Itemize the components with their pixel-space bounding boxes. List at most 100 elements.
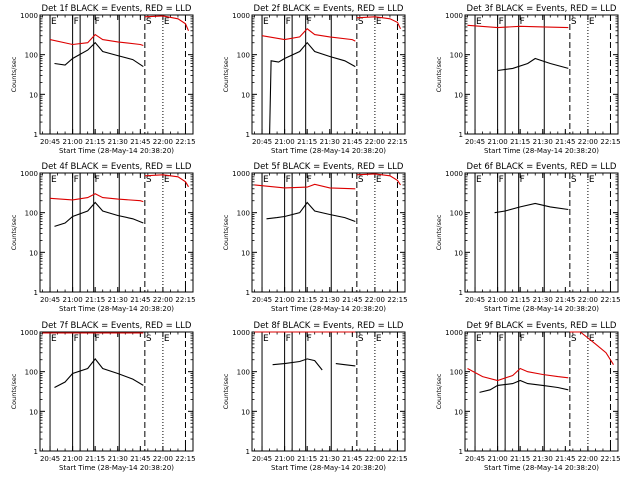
x-tick-label: 22:15 <box>387 138 407 146</box>
y-tick-label: 10 <box>29 91 38 99</box>
y-axis-label: Counts/sec <box>10 214 18 250</box>
x-tick-label: 22:00 <box>578 455 598 463</box>
event-marker-label: E <box>263 17 269 27</box>
events-series-line <box>54 358 144 388</box>
x-tick-label: 20:45 <box>252 296 272 304</box>
lld-series-line <box>144 174 189 188</box>
event-marker-label: E <box>263 175 269 185</box>
chart-panel: Det 5f BLACK = Events, RED = LLD Counts/s… <box>222 162 408 313</box>
event-marker-label: E <box>476 175 482 185</box>
lld-series-line <box>356 16 401 30</box>
chart-title: Det 6f BLACK = Events, RED = LLD <box>467 162 617 172</box>
y-axis-label: Counts/sec <box>10 56 18 92</box>
chart-panel: Det 7f BLACK = Events, RED = LLD Counts/s… <box>10 321 196 472</box>
chart-title: Det 8f BLACK = Events, RED = LLD <box>254 321 404 331</box>
lld-series-line <box>144 15 190 32</box>
y-tick-label: 10 <box>241 91 250 99</box>
event-marker-label: E <box>589 17 595 27</box>
x-tick-label: 20:45 <box>465 296 485 304</box>
event-marker-label: S <box>146 17 152 27</box>
x-tick-label: 21:45 <box>130 296 150 304</box>
event-marker-label: F <box>499 17 504 27</box>
plot-frame <box>251 331 406 452</box>
event-marker-label: S <box>571 17 577 27</box>
chart-title: Det 3f BLACK = Events, RED = LLD <box>467 4 617 14</box>
x-axis-label: Start Time (28-May-14 20:38:20) <box>59 147 174 155</box>
chart-title: Det 5f BLACK = Events, RED = LLD <box>254 162 404 172</box>
y-tick-label: 100 <box>25 369 38 377</box>
event-marker-label: S <box>146 334 152 344</box>
chart-title: Det 2f BLACK = Events, RED = LLD <box>254 4 404 14</box>
events-series-line <box>497 57 569 72</box>
y-tick-label: 10 <box>454 91 463 99</box>
x-tick-label: 20:45 <box>252 455 272 463</box>
y-tick-label: 100 <box>450 369 463 377</box>
y-tick-label: 100 <box>237 369 250 377</box>
y-tick-label: 100 <box>450 210 463 218</box>
y-tick-label: 1 <box>459 131 463 139</box>
chart-panel: Det 8f BLACK = Events, RED = LLD Counts/s… <box>222 321 408 472</box>
x-tick-label: 21:15 <box>85 296 105 304</box>
x-tick-label: 21:15 <box>297 296 317 304</box>
lld-series-line <box>467 24 569 29</box>
y-tick-label: 1 <box>246 448 250 456</box>
x-tick-label: 21:15 <box>85 455 105 463</box>
x-tick-label: 21:30 <box>108 455 128 463</box>
event-marker-label: E <box>376 175 382 185</box>
event-marker-label: F <box>307 334 312 344</box>
x-tick-label: 21:15 <box>85 138 105 146</box>
x-tick-label: 21:00 <box>275 296 295 304</box>
event-marker-label: F <box>499 175 504 185</box>
y-tick-label: 10 <box>241 408 250 416</box>
y-tick-label: 1000 <box>445 329 463 337</box>
event-marker-label: S <box>358 334 364 344</box>
x-axis-label: Start Time (28-May-14 20:38:20) <box>59 305 174 313</box>
events-series-line <box>54 41 144 68</box>
y-tick-label: 1 <box>34 131 38 139</box>
event-marker-label: E <box>589 334 595 344</box>
y-axis-label: Counts/sec <box>435 214 443 250</box>
x-tick-label: 21:00 <box>275 138 295 146</box>
x-axis-label: Start Time (28-May-14 20:38:20) <box>484 305 599 313</box>
x-tick-label: 20:45 <box>40 455 60 463</box>
x-axis-label: Start Time (28-May-14 20:38:20) <box>484 147 599 155</box>
lld-series-line <box>569 331 614 365</box>
x-axis-label: Start Time (28-May-14 20:38:20) <box>271 147 386 155</box>
x-tick-label: 21:30 <box>533 455 553 463</box>
event-marker-label: F <box>520 334 525 344</box>
x-tick-label: 22:00 <box>365 138 385 146</box>
x-tick-label: 21:45 <box>555 138 575 146</box>
events-series-line <box>269 41 356 135</box>
chart-panel: Det 3f BLACK = Events, RED = LLD Counts/s… <box>435 4 621 155</box>
event-marker-label: E <box>51 17 57 27</box>
event-marker-label: E <box>51 175 57 185</box>
plot-frame <box>464 331 619 452</box>
x-tick-label: 22:00 <box>153 138 173 146</box>
x-tick-label: 22:00 <box>365 455 385 463</box>
plot-frame <box>39 331 194 452</box>
y-tick-label: 1000 <box>232 170 250 178</box>
chart-panel: Det 2f BLACK = Events, RED = LLD Counts/s… <box>222 4 408 155</box>
x-tick-label: 20:45 <box>40 296 60 304</box>
x-tick-label: 21:45 <box>555 455 575 463</box>
x-tick-label: 21:30 <box>533 138 553 146</box>
event-marker-label: E <box>164 334 170 344</box>
event-marker-label: F <box>74 17 79 27</box>
y-tick-label: 1000 <box>445 12 463 20</box>
plot-frame <box>39 172 194 293</box>
x-tick-label: 22:15 <box>387 296 407 304</box>
event-marker-label: E <box>376 334 382 344</box>
x-tick-label: 22:00 <box>153 296 173 304</box>
y-tick-label: 100 <box>25 52 38 60</box>
x-tick-label: 21:30 <box>108 296 128 304</box>
event-marker-label: S <box>571 334 577 344</box>
y-axis-label: Counts/sec <box>10 373 18 409</box>
events-series-line <box>266 201 356 223</box>
y-tick-label: 1000 <box>445 170 463 178</box>
x-tick-label: 21:30 <box>320 455 340 463</box>
event-marker-label: F <box>307 175 312 185</box>
y-tick-label: 100 <box>237 210 250 218</box>
event-marker-label: E <box>51 334 57 344</box>
event-marker-label: F <box>95 17 100 27</box>
event-marker-label: E <box>476 334 482 344</box>
